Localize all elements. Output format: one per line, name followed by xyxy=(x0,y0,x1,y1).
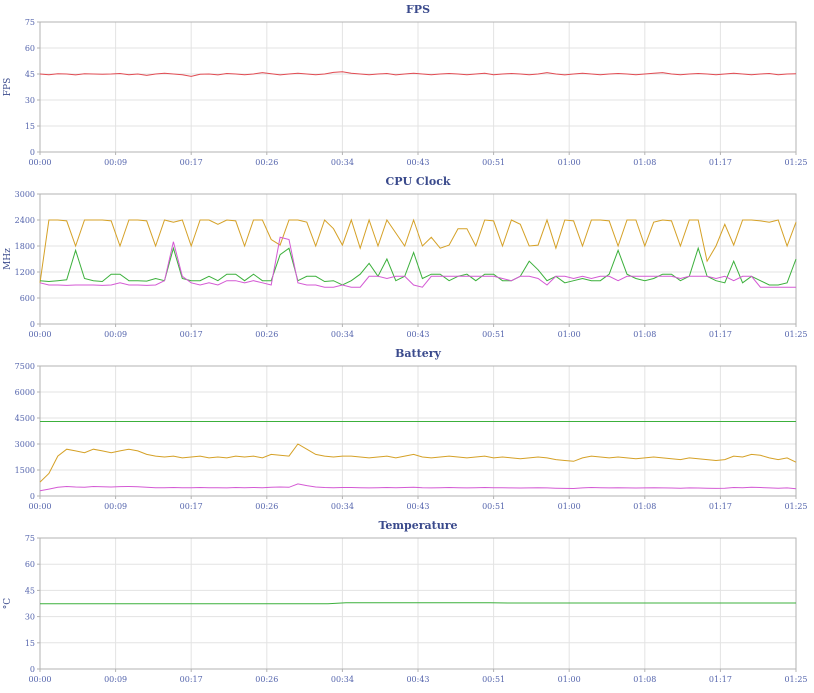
y-tick-label: 6000 xyxy=(15,388,35,397)
cpu-magenta-line xyxy=(39,236,796,288)
x-tick-label: 00:09 xyxy=(104,330,127,339)
x-tick-label: 01:17 xyxy=(709,330,732,339)
y-tick-label: 600 xyxy=(20,294,35,303)
y-tick-label: 0 xyxy=(30,320,35,329)
x-tick-label: 01:08 xyxy=(633,158,656,167)
x-tick-label: 00:34 xyxy=(331,330,354,339)
x-tick-label: 01:17 xyxy=(709,502,732,511)
x-tick-label: 00:17 xyxy=(180,330,203,339)
cpu-clock-chart: 00:00 00:09 00:17 00:26 00:34 00:43 00:51 01:00… xyxy=(0,172,814,344)
y-axis-label: FPS xyxy=(3,78,13,96)
chart-title: Temperature xyxy=(378,519,457,532)
x-tick-label: 00:09 xyxy=(104,158,127,167)
temperature-svg: 00:00 00:09 00:17 00:26 00:34 00:43 00:51 01:00… xyxy=(3,519,808,684)
x-tick-label: 01:25 xyxy=(784,330,807,339)
x-tick-label: 00:51 xyxy=(482,158,505,167)
x-tick-label: 00:43 xyxy=(406,158,429,167)
y-tick-label: 75 xyxy=(25,18,35,27)
battery-gold-line xyxy=(39,443,797,483)
y-tick-label: 30 xyxy=(25,96,35,105)
y-tick-label: 15 xyxy=(25,122,35,131)
chart-title: Battery xyxy=(395,347,441,360)
y-tick-label: 15 xyxy=(25,639,35,648)
chart-title: FPS xyxy=(406,3,430,16)
y-tick-label: 4500 xyxy=(15,414,35,423)
y-axis-label: °C xyxy=(3,598,13,610)
y-tick-label: 45 xyxy=(25,70,35,79)
x-tick-label: 00:26 xyxy=(255,158,278,167)
y-tick-label: 1800 xyxy=(15,242,35,251)
y-tick-label: 45 xyxy=(25,586,35,595)
y-tick-label: 7500 xyxy=(15,362,35,371)
y-tick-label: 0 xyxy=(30,492,35,501)
x-tick-label: 00:00 xyxy=(28,675,51,684)
x-tick-label: 00:26 xyxy=(255,502,278,511)
x-tick-label: 00:00 xyxy=(28,330,51,339)
x-tick-label: 00:34 xyxy=(331,502,354,511)
plot-border xyxy=(39,21,797,153)
x-tick-label: 01:25 xyxy=(784,502,807,511)
y-tick-label: 3000 xyxy=(15,440,35,449)
x-tick-label: 01:08 xyxy=(633,330,656,339)
y-tick-label: 1500 xyxy=(15,466,35,475)
x-tick-label: 00:34 xyxy=(331,158,354,167)
x-tick-label: 00:51 xyxy=(482,502,505,511)
battery-svg: 00:00 00:09 00:17 00:26 00:34 00:43 00:51 01:00… xyxy=(15,347,808,511)
x-tick-label: 00:00 xyxy=(28,502,51,511)
x-tick-label: 00:43 xyxy=(406,675,429,684)
x-tick-label: 00:09 xyxy=(104,502,127,511)
x-tick-label: 00:17 xyxy=(180,158,203,167)
x-tick-label: 00:43 xyxy=(406,502,429,511)
plot-border xyxy=(39,365,797,497)
fps-chart: 00:00 00:09 00:17 00:26 00:34 00:43 00:51 01:00… xyxy=(0,0,814,172)
y-tick-label: 30 xyxy=(25,613,35,622)
y-tick-label: 0 xyxy=(30,665,35,674)
x-tick-label: 01:08 xyxy=(633,502,656,511)
x-tick-label: 01:00 xyxy=(558,675,581,684)
x-tick-label: 00:00 xyxy=(28,158,51,167)
x-tick-label: 01:17 xyxy=(709,158,732,167)
temperature-chart: 00:00 00:09 00:17 00:26 00:34 00:43 00:51 01:00… xyxy=(0,516,814,689)
x-tick-label: 00:26 xyxy=(255,330,278,339)
x-tick-label: 01:17 xyxy=(709,675,732,684)
x-tick-label: 00:17 xyxy=(180,675,203,684)
x-tick-label: 00:51 xyxy=(482,675,505,684)
y-tick-label: 60 xyxy=(25,44,35,53)
battery-chart: 00:00 00:09 00:17 00:26 00:34 00:43 00:51 01:00… xyxy=(0,344,814,516)
y-tick-label: 0 xyxy=(30,148,35,157)
x-tick-label: 01:00 xyxy=(558,330,581,339)
x-tick-label: 00:17 xyxy=(180,502,203,511)
y-tick-label: 60 xyxy=(25,560,35,569)
x-tick-label: 00:34 xyxy=(331,675,354,684)
x-tick-label: 01:25 xyxy=(784,675,807,684)
battery-magenta-line xyxy=(39,483,797,492)
x-tick-label: 00:51 xyxy=(482,330,505,339)
y-tick-label: 75 xyxy=(25,534,35,543)
fps-red-line xyxy=(39,71,797,77)
cpu-clock-svg: 00:00 00:09 00:17 00:26 00:34 00:43 00:51 01:00… xyxy=(3,175,808,339)
cpu-gold-line xyxy=(39,218,797,283)
x-tick-label: 01:00 xyxy=(558,502,581,511)
x-tick-label: 01:08 xyxy=(633,675,656,684)
x-tick-label: 01:00 xyxy=(558,158,581,167)
chart-title: CPU Clock xyxy=(385,175,450,188)
y-tick-label: 3000 xyxy=(15,190,35,199)
y-axis-label: MHz xyxy=(3,248,13,270)
x-tick-label: 00:26 xyxy=(255,675,278,684)
x-tick-label: 00:43 xyxy=(406,330,429,339)
temp-green-line xyxy=(40,602,796,605)
x-tick-label: 01:25 xyxy=(784,158,807,167)
y-tick-label: 2400 xyxy=(15,216,35,225)
y-tick-label: 1200 xyxy=(15,268,35,277)
fps-svg: 00:00 00:09 00:17 00:26 00:34 00:43 00:51 01:00… xyxy=(3,3,808,167)
x-tick-label: 00:09 xyxy=(104,675,127,684)
